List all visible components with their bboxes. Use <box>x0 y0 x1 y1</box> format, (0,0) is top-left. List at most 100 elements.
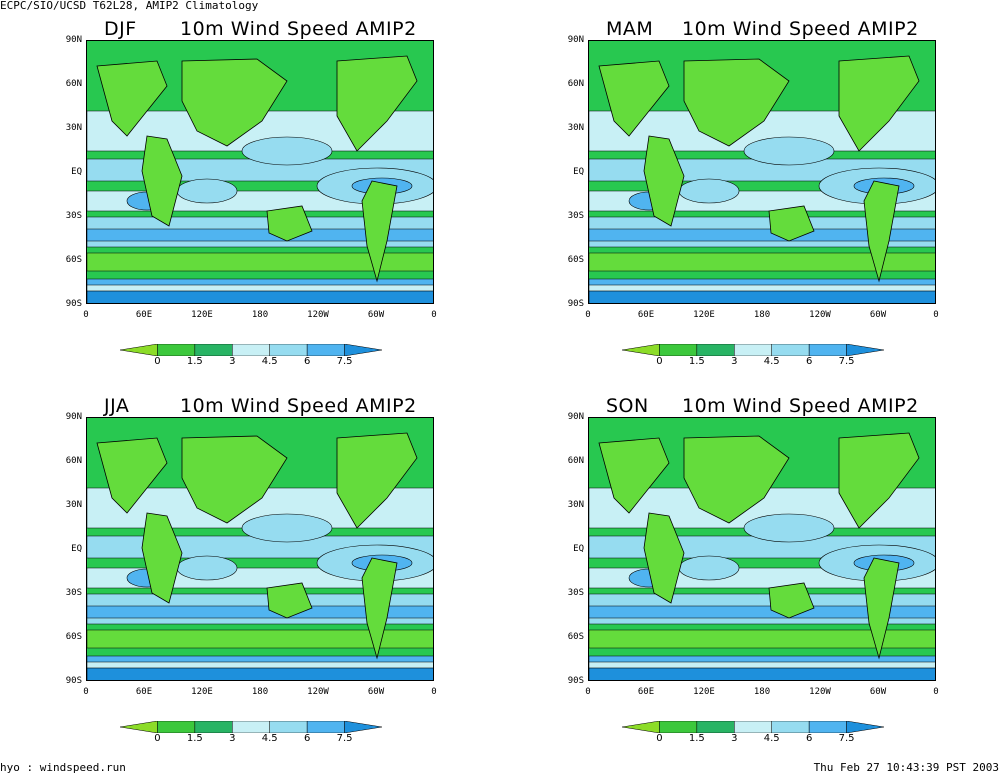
southern-ocean-band <box>589 290 935 303</box>
lon-tick-label: 60E <box>637 310 655 320</box>
wind-band <box>589 252 935 272</box>
lon-tick-label: 60W <box>869 687 887 697</box>
lon-tick-label: 120E <box>693 310 715 320</box>
wind-band <box>87 605 433 619</box>
land-mass <box>361 557 398 660</box>
colorbar-swatch <box>734 721 772 733</box>
lon-tick-label: 60W <box>367 310 385 320</box>
colorbar-swatch <box>120 344 158 356</box>
land-mass <box>768 582 815 619</box>
land-mass <box>181 435 288 524</box>
wind-speed-map <box>86 417 434 681</box>
colorbar <box>120 721 382 733</box>
colorbar-label: 3 <box>229 356 236 367</box>
colorbar <box>120 344 382 356</box>
season-label: JJA <box>104 395 130 417</box>
colorbar-label: 1.5 <box>186 733 203 744</box>
lon-tick-label: 180 <box>753 687 771 697</box>
colorbar-swatch <box>306 721 345 733</box>
land-mass <box>96 60 168 137</box>
lon-tick-label: 60E <box>637 687 655 697</box>
colorbar-swatch <box>846 721 884 733</box>
colorbar <box>622 344 884 356</box>
colorbar-label: 6 <box>303 733 311 744</box>
lat-tick-label: EQ <box>71 544 82 554</box>
panel-djf: DJF 10m Wind Speed AMIP2 90N 60N 30N EQ 30S 6… <box>0 0 437 367</box>
lat-tick-label: 60N <box>567 79 584 89</box>
wind-band <box>87 252 433 272</box>
lat-tick-label: 90S <box>65 299 82 309</box>
colorbar-swatch <box>194 344 233 356</box>
colorbar-label: 6 <box>805 733 813 744</box>
lon-tick-label: 0 <box>585 687 591 697</box>
panel-mam: MAM 10m Wind Speed AMIP2 90N 60N 30N EQ 30S 6… <box>502 0 939 367</box>
panel-jja: JJA 10m Wind Speed AMIP2 90N 60N 30N EQ 30S 6… <box>0 377 437 744</box>
land-mass <box>863 557 900 660</box>
colorbar-label: 0 <box>656 733 663 744</box>
colorbar-swatch <box>194 721 233 733</box>
lon-tick-label: 60W <box>367 687 385 697</box>
wind-band <box>589 605 935 619</box>
lon-tick-label: 60E <box>135 687 153 697</box>
lon-tick-label: 180 <box>251 687 269 697</box>
land-mass <box>266 205 313 242</box>
lon-tick-label: 0 <box>431 687 437 697</box>
lat-tick-label: 90S <box>567 676 584 686</box>
colorbar-label: 1.5 <box>688 356 705 367</box>
colorbar-swatch <box>808 344 847 356</box>
colorbar-swatch <box>232 721 270 733</box>
land-mass <box>141 135 183 227</box>
lat-tick-label: EQ <box>573 544 584 554</box>
colorbar-label: 1.5 <box>186 356 203 367</box>
lat-tick-label: 60N <box>65 456 82 466</box>
wind-speed-map <box>588 40 936 304</box>
lat-tick-label: 90N <box>65 35 82 45</box>
land-mass <box>838 432 920 529</box>
land-mass <box>336 55 418 152</box>
lat-tick-label: 60S <box>65 632 82 642</box>
season-label: MAM <box>606 18 654 40</box>
land-mass <box>643 512 685 604</box>
lat-tick-label: 60S <box>567 632 584 642</box>
colorbar-swatch <box>771 721 810 733</box>
colorbar-swatch <box>808 721 847 733</box>
lon-tick-label: 180 <box>753 310 771 320</box>
colorbar-label: 4.5 <box>763 733 780 744</box>
colorbar-label: 3 <box>731 733 738 744</box>
land-mass <box>838 55 920 152</box>
lat-tick-label: 30S <box>65 211 82 221</box>
lat-tick-label: EQ <box>71 167 82 177</box>
lon-tick-label: 60E <box>135 310 153 320</box>
southern-ocean-band <box>87 667 433 680</box>
colorbar-swatch <box>269 344 308 356</box>
lon-tick-label: 60W <box>869 310 887 320</box>
lon-tick-label: 0 <box>933 687 939 697</box>
colorbar-swatch <box>306 344 345 356</box>
wind-band <box>87 228 433 242</box>
lon-tick-label: 120W <box>809 310 831 320</box>
southern-ocean-band <box>589 667 935 680</box>
lat-tick-label: 90N <box>567 412 584 422</box>
land-mass <box>181 58 288 147</box>
colorbar-swatch <box>846 344 884 356</box>
colorbar-label: 4.5 <box>261 356 278 367</box>
lat-tick-label: 30S <box>65 588 82 598</box>
land-mass <box>768 205 815 242</box>
lat-tick-label: 30N <box>65 123 82 133</box>
lat-tick-label: 60S <box>65 255 82 265</box>
lon-tick-label: 180 <box>251 310 269 320</box>
colorbar-swatch <box>771 344 810 356</box>
lon-tick-label: 0 <box>933 310 939 320</box>
wind-band <box>589 629 935 649</box>
lat-tick-label: 30N <box>567 500 584 510</box>
lon-tick-label: 120W <box>307 687 329 697</box>
panel-title: 10m Wind Speed AMIP2 <box>682 18 919 40</box>
wind-speed-map <box>86 40 434 304</box>
land-mass <box>598 60 670 137</box>
season-label: DJF <box>104 18 137 40</box>
colorbar-label: 7.5 <box>838 356 855 367</box>
land-mass <box>96 437 168 514</box>
wind-band <box>87 629 433 649</box>
colorbar-swatch <box>120 721 158 733</box>
map-canvas <box>589 418 935 680</box>
